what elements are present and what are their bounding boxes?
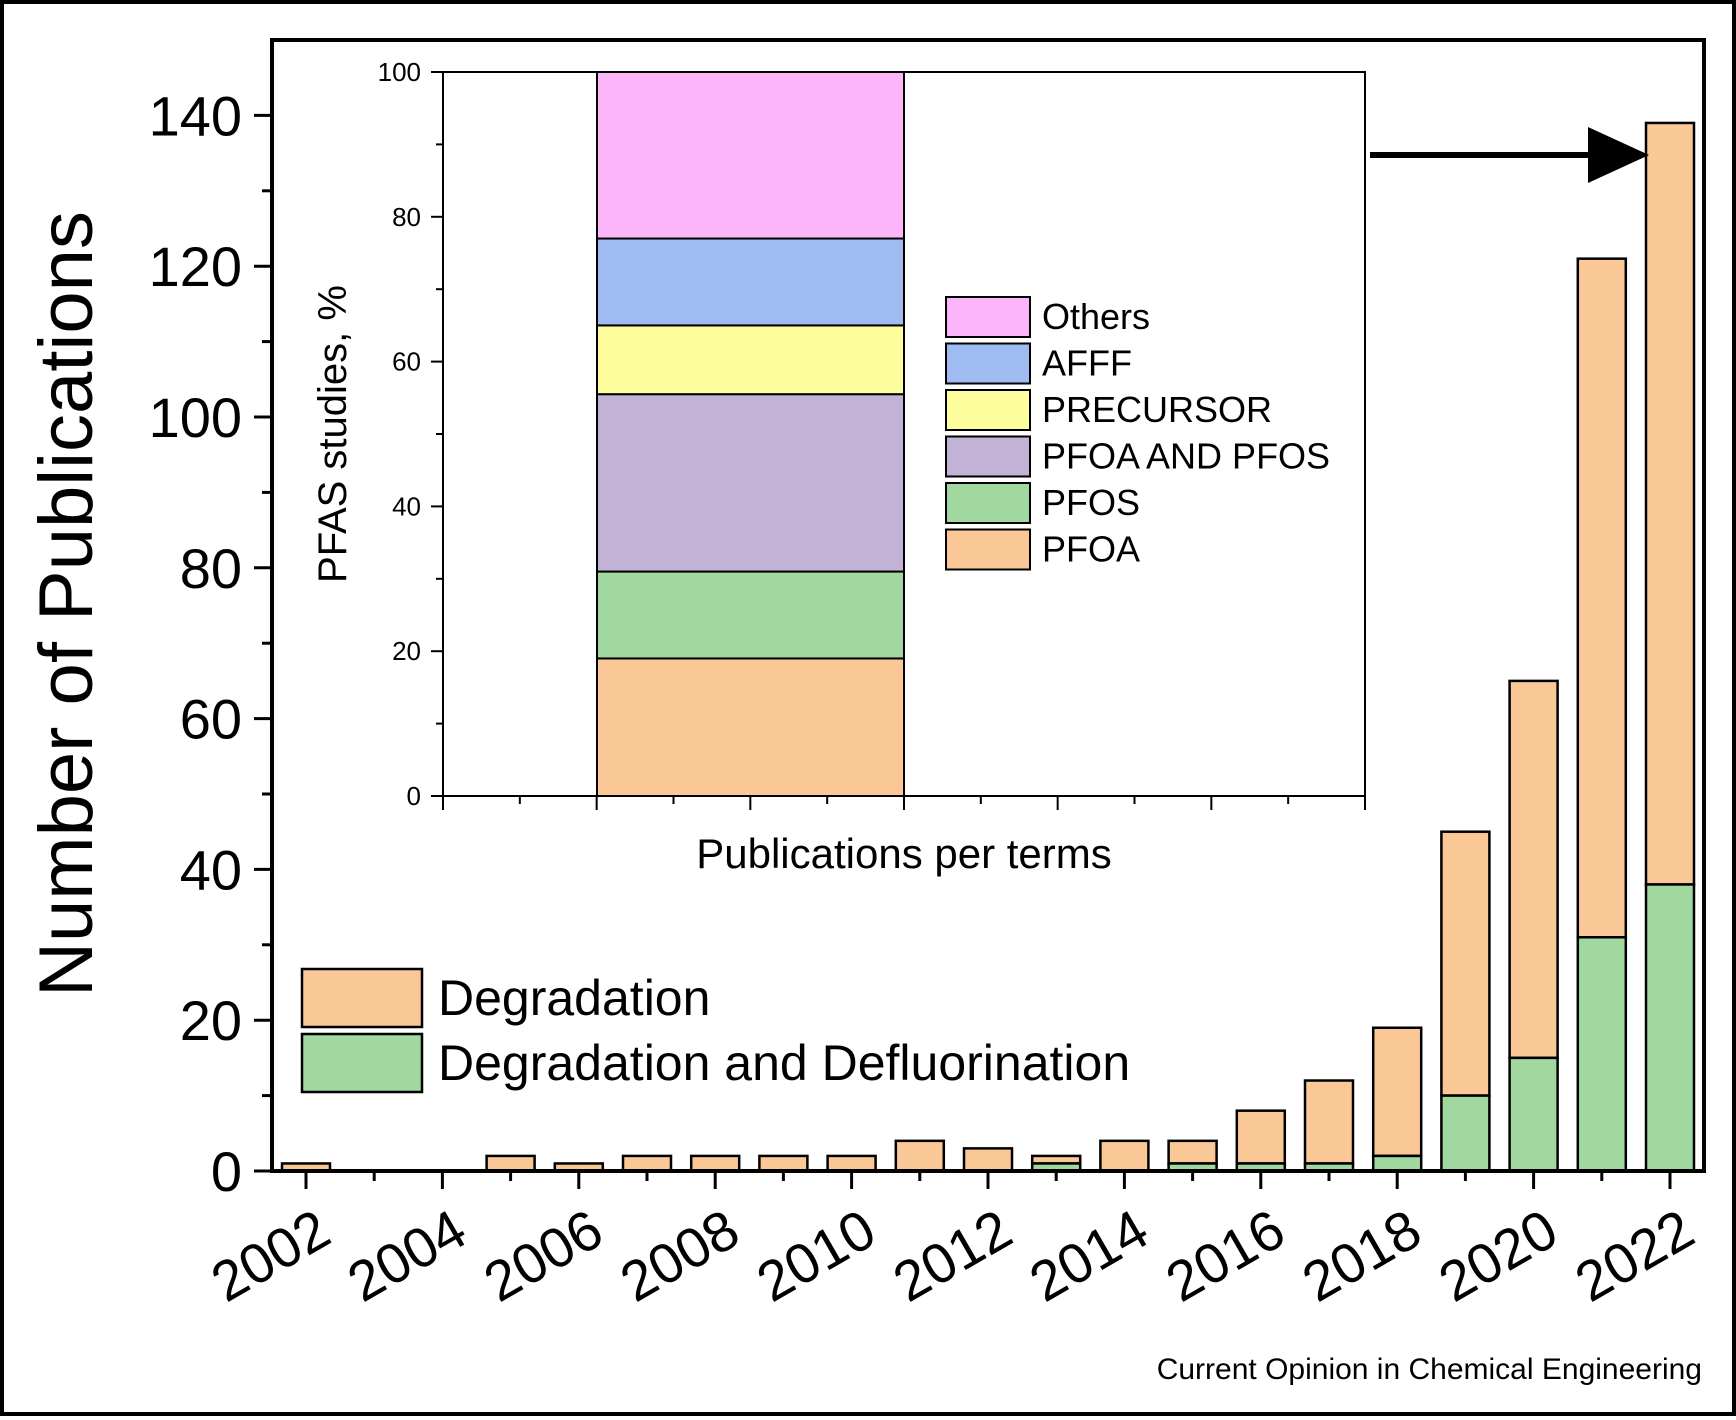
bar-degradation-2022 (1644, 121, 1696, 886)
inset-y-axis-title: PFAS studies, % (311, 285, 355, 583)
inset-legend-label-pfos: PFOS (1042, 482, 1140, 523)
bar-degradation-2012 (962, 1147, 1014, 1173)
y-tick-label: 120 (149, 235, 242, 298)
bar-defluorination-2022 (1644, 883, 1696, 1173)
inset-legend-swatch-precursor (945, 389, 1031, 431)
x-tick-label: 2022 (1565, 1197, 1704, 1314)
legend-swatch-degradation (300, 967, 424, 1029)
inset-y-tick-label: 20 (392, 636, 421, 666)
bar-degradation-2014 (1099, 1139, 1150, 1173)
x-tick-label: 2008 (610, 1197, 749, 1314)
bar-defluorination-2019 (1440, 1094, 1491, 1173)
chart-canvas: 0204060801001201402002200420062008201020… (24, 38, 1706, 1386)
bar-degradation-2008 (689, 1154, 741, 1173)
bar-degradation-2010 (826, 1154, 877, 1173)
bar-defluorination-2018 (1371, 1154, 1423, 1173)
bar-degradation-2021 (1576, 257, 1628, 939)
y-tick-label: 40 (180, 838, 242, 901)
inset-legend-swatch-pfoa (945, 528, 1031, 571)
arrow-head (1588, 127, 1649, 183)
bar-defluorination-2020 (1508, 1056, 1559, 1173)
bar-degradation-2018 (1371, 1026, 1423, 1158)
bar-degradation-2007 (621, 1154, 673, 1173)
inset-segment-pfos (596, 570, 905, 660)
bar-degradation-2020 (1508, 679, 1559, 1060)
inset-legend-label-pfoa: PFOA (1042, 529, 1140, 570)
bar-defluorination-2021 (1576, 936, 1628, 1173)
x-tick-label: 2016 (1155, 1197, 1294, 1314)
inset-segment-precursor (596, 324, 905, 396)
inset-legend-label-others: Others (1042, 296, 1150, 337)
bar-degradation-2005 (485, 1154, 536, 1173)
inset-legend-label-precursor: PRECURSOR (1042, 389, 1272, 430)
source-credit: Current Opinion in Chemical Engineering (1157, 1353, 1702, 1386)
inset-y-tick-label: 0 (407, 781, 421, 811)
inset-legend-label-afff: AFFF (1042, 343, 1132, 384)
y-tick-label: 20 (180, 989, 242, 1052)
inset-y-tick-label: 40 (392, 491, 421, 521)
inset-legend-swatch-others (945, 296, 1031, 338)
inset-x-axis-title: Publications per terms (696, 830, 1112, 877)
y-tick-label: 100 (149, 386, 242, 449)
x-tick-label: 2002 (201, 1197, 340, 1314)
bar-degradation-2015 (1167, 1139, 1218, 1165)
legend-swatch-defluorination (300, 1032, 424, 1094)
legend-label-degradation: Degradation (438, 970, 710, 1026)
x-tick-label: 2012 (883, 1197, 1022, 1314)
inset-legend-swatch-pfos (945, 482, 1031, 524)
y-tick-label: 60 (180, 688, 242, 751)
bar-degradation-2017 (1303, 1079, 1355, 1165)
inset-segment-pfoa (596, 657, 905, 797)
inset-y-tick-label: 60 (392, 347, 421, 377)
inset-legend-swatch-pfoa-and-pfos (945, 435, 1031, 478)
y-tick-label: 0 (211, 1140, 242, 1203)
inset-y-tick-label: 100 (378, 57, 421, 87)
y-tick-label: 80 (180, 537, 242, 600)
y-tick-label: 140 (149, 84, 242, 147)
bar-degradation-2011 (894, 1139, 946, 1173)
bar-degradation-2009 (758, 1154, 809, 1173)
bar-degradation-2019 (1440, 830, 1491, 1097)
inset-segment-others (596, 71, 905, 240)
legend-label-defluorination: Degradation and Defluorination (438, 1035, 1130, 1091)
x-tick-label: 2010 (746, 1197, 885, 1314)
inset-chart: 0 20 40 60 80 100 PFAS studies, % Publications … (311, 57, 1366, 877)
inset-segment-pfoa-and-pfos (596, 393, 905, 573)
inset-legend-swatch-afff (945, 342, 1031, 385)
inset-y-tick-label: 80 (392, 202, 421, 232)
inset-segment-afff (596, 237, 905, 327)
x-tick-label: 2014 (1019, 1197, 1158, 1314)
y-axis-title: Number of Publications (24, 211, 109, 997)
x-tick-label: 2006 (473, 1197, 612, 1314)
inset-legend-label-pfoa-and-pfos: PFOA AND PFOS (1042, 436, 1330, 477)
x-tick-label: 2004 (337, 1197, 476, 1314)
x-tick-label: 2018 (1292, 1197, 1431, 1314)
bar-degradation-2016 (1235, 1109, 1287, 1165)
x-tick-label: 2020 (1428, 1197, 1567, 1314)
